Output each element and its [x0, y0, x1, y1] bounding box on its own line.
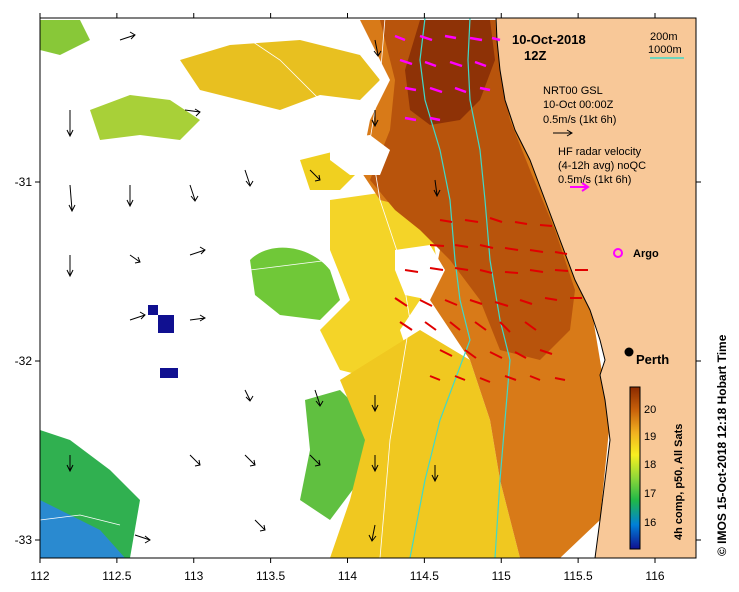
annotations: 10-Oct-2018 12Z 200m 1000m NRT00 GSL 10-… — [512, 31, 729, 556]
y-tick-label: -31 — [15, 175, 33, 189]
colorbar-tick-17: 17 — [644, 488, 656, 500]
perth-marker — [624, 347, 634, 357]
x-tick-label: 115.5 — [564, 569, 593, 583]
cold-speck-3 — [160, 368, 178, 378]
isobath-200m — [467, 18, 511, 558]
nodata-gap-1 — [330, 135, 390, 175]
radar-legend-scale: 0.5m/s (1kt 6h) — [558, 174, 631, 186]
y-tick-label: -33 — [15, 533, 33, 547]
credit-line: © IMOS 15-Oct-2018 12:18 Hobart Time — [715, 334, 729, 556]
bathymetry-legend-1000m: 1000m — [648, 44, 682, 56]
sst-region-green-west — [250, 247, 340, 320]
colorbar-title: 4h comp, p50, All Sats — [673, 424, 685, 540]
radar-legend-arrow — [570, 182, 590, 192]
colorbar-tick-19: 19 — [644, 431, 656, 443]
perth-label: Perth — [636, 352, 669, 367]
sst-region-green-north — [90, 95, 200, 140]
x-axis: 112 112.5 113 113.5 114 114.5 115 115.5 116 — [30, 13, 665, 583]
isobath-1000m — [409, 18, 471, 558]
sst-region-southwest-blue — [40, 500, 125, 558]
sst-region-yellow-south — [330, 330, 520, 558]
y-tick-label: -32 — [15, 354, 33, 368]
colorbar — [629, 386, 641, 550]
x-tick-label: 112 — [30, 569, 49, 583]
colorbar-tick-18: 18 — [644, 459, 656, 471]
x-tick-label: 114 — [338, 569, 357, 583]
x-tick-label: 113.5 — [256, 569, 285, 583]
wind-vectors — [66, 31, 441, 544]
sst-region-warmest — [405, 20, 495, 125]
argo-label: Argo — [633, 248, 659, 260]
nodata-gap-2 — [395, 245, 445, 300]
radar-legend-qc: (4-12h avg) noQC — [558, 160, 646, 172]
colorbar-tick-20: 20 — [644, 404, 656, 416]
x-tick-label: 114.5 — [410, 569, 439, 583]
map-plot-area — [40, 18, 696, 558]
isobath-deep-2 — [249, 39, 341, 151]
bathymetry-legend-200m: 200m — [650, 31, 678, 43]
drifter-tracks — [394, 34, 501, 122]
x-tick-label: 115 — [492, 569, 511, 583]
sst-region-green-nw — [40, 20, 90, 55]
cold-speck-2 — [158, 315, 174, 333]
y-axis: -31 -32 -33 — [15, 175, 701, 547]
wind-legend-source: NRT00 GSL — [543, 85, 603, 97]
radar-legend-title: HF radar velocity — [558, 146, 642, 158]
hf-radar-arrows — [394, 217, 588, 383]
x-tick-label: 113 — [184, 569, 203, 583]
date-title: 10-Oct-2018 — [512, 32, 586, 47]
sst-region-green-south — [300, 390, 370, 520]
wind-legend-time: 10-Oct 00:00Z — [543, 99, 614, 111]
colorbar-tick-16: 16 — [644, 517, 656, 529]
argo-float-marker — [613, 248, 623, 258]
land-western-australia — [495, 18, 696, 558]
isobath-southwest — [40, 514, 121, 526]
time-title: 12Z — [524, 48, 546, 63]
x-tick-label: 116 — [645, 569, 664, 583]
plot-frame — [39, 17, 697, 559]
isobath-deep-3 — [249, 259, 331, 271]
wind-legend-arrow — [553, 129, 573, 137]
x-tick-label: 112.5 — [102, 569, 131, 583]
cold-speck-1 — [148, 305, 158, 315]
sst-region-yellow — [320, 190, 440, 380]
sst-region-yellow-north — [180, 40, 380, 110]
wind-legend-scale: 0.5m/s (1kt 6h) — [543, 114, 616, 126]
